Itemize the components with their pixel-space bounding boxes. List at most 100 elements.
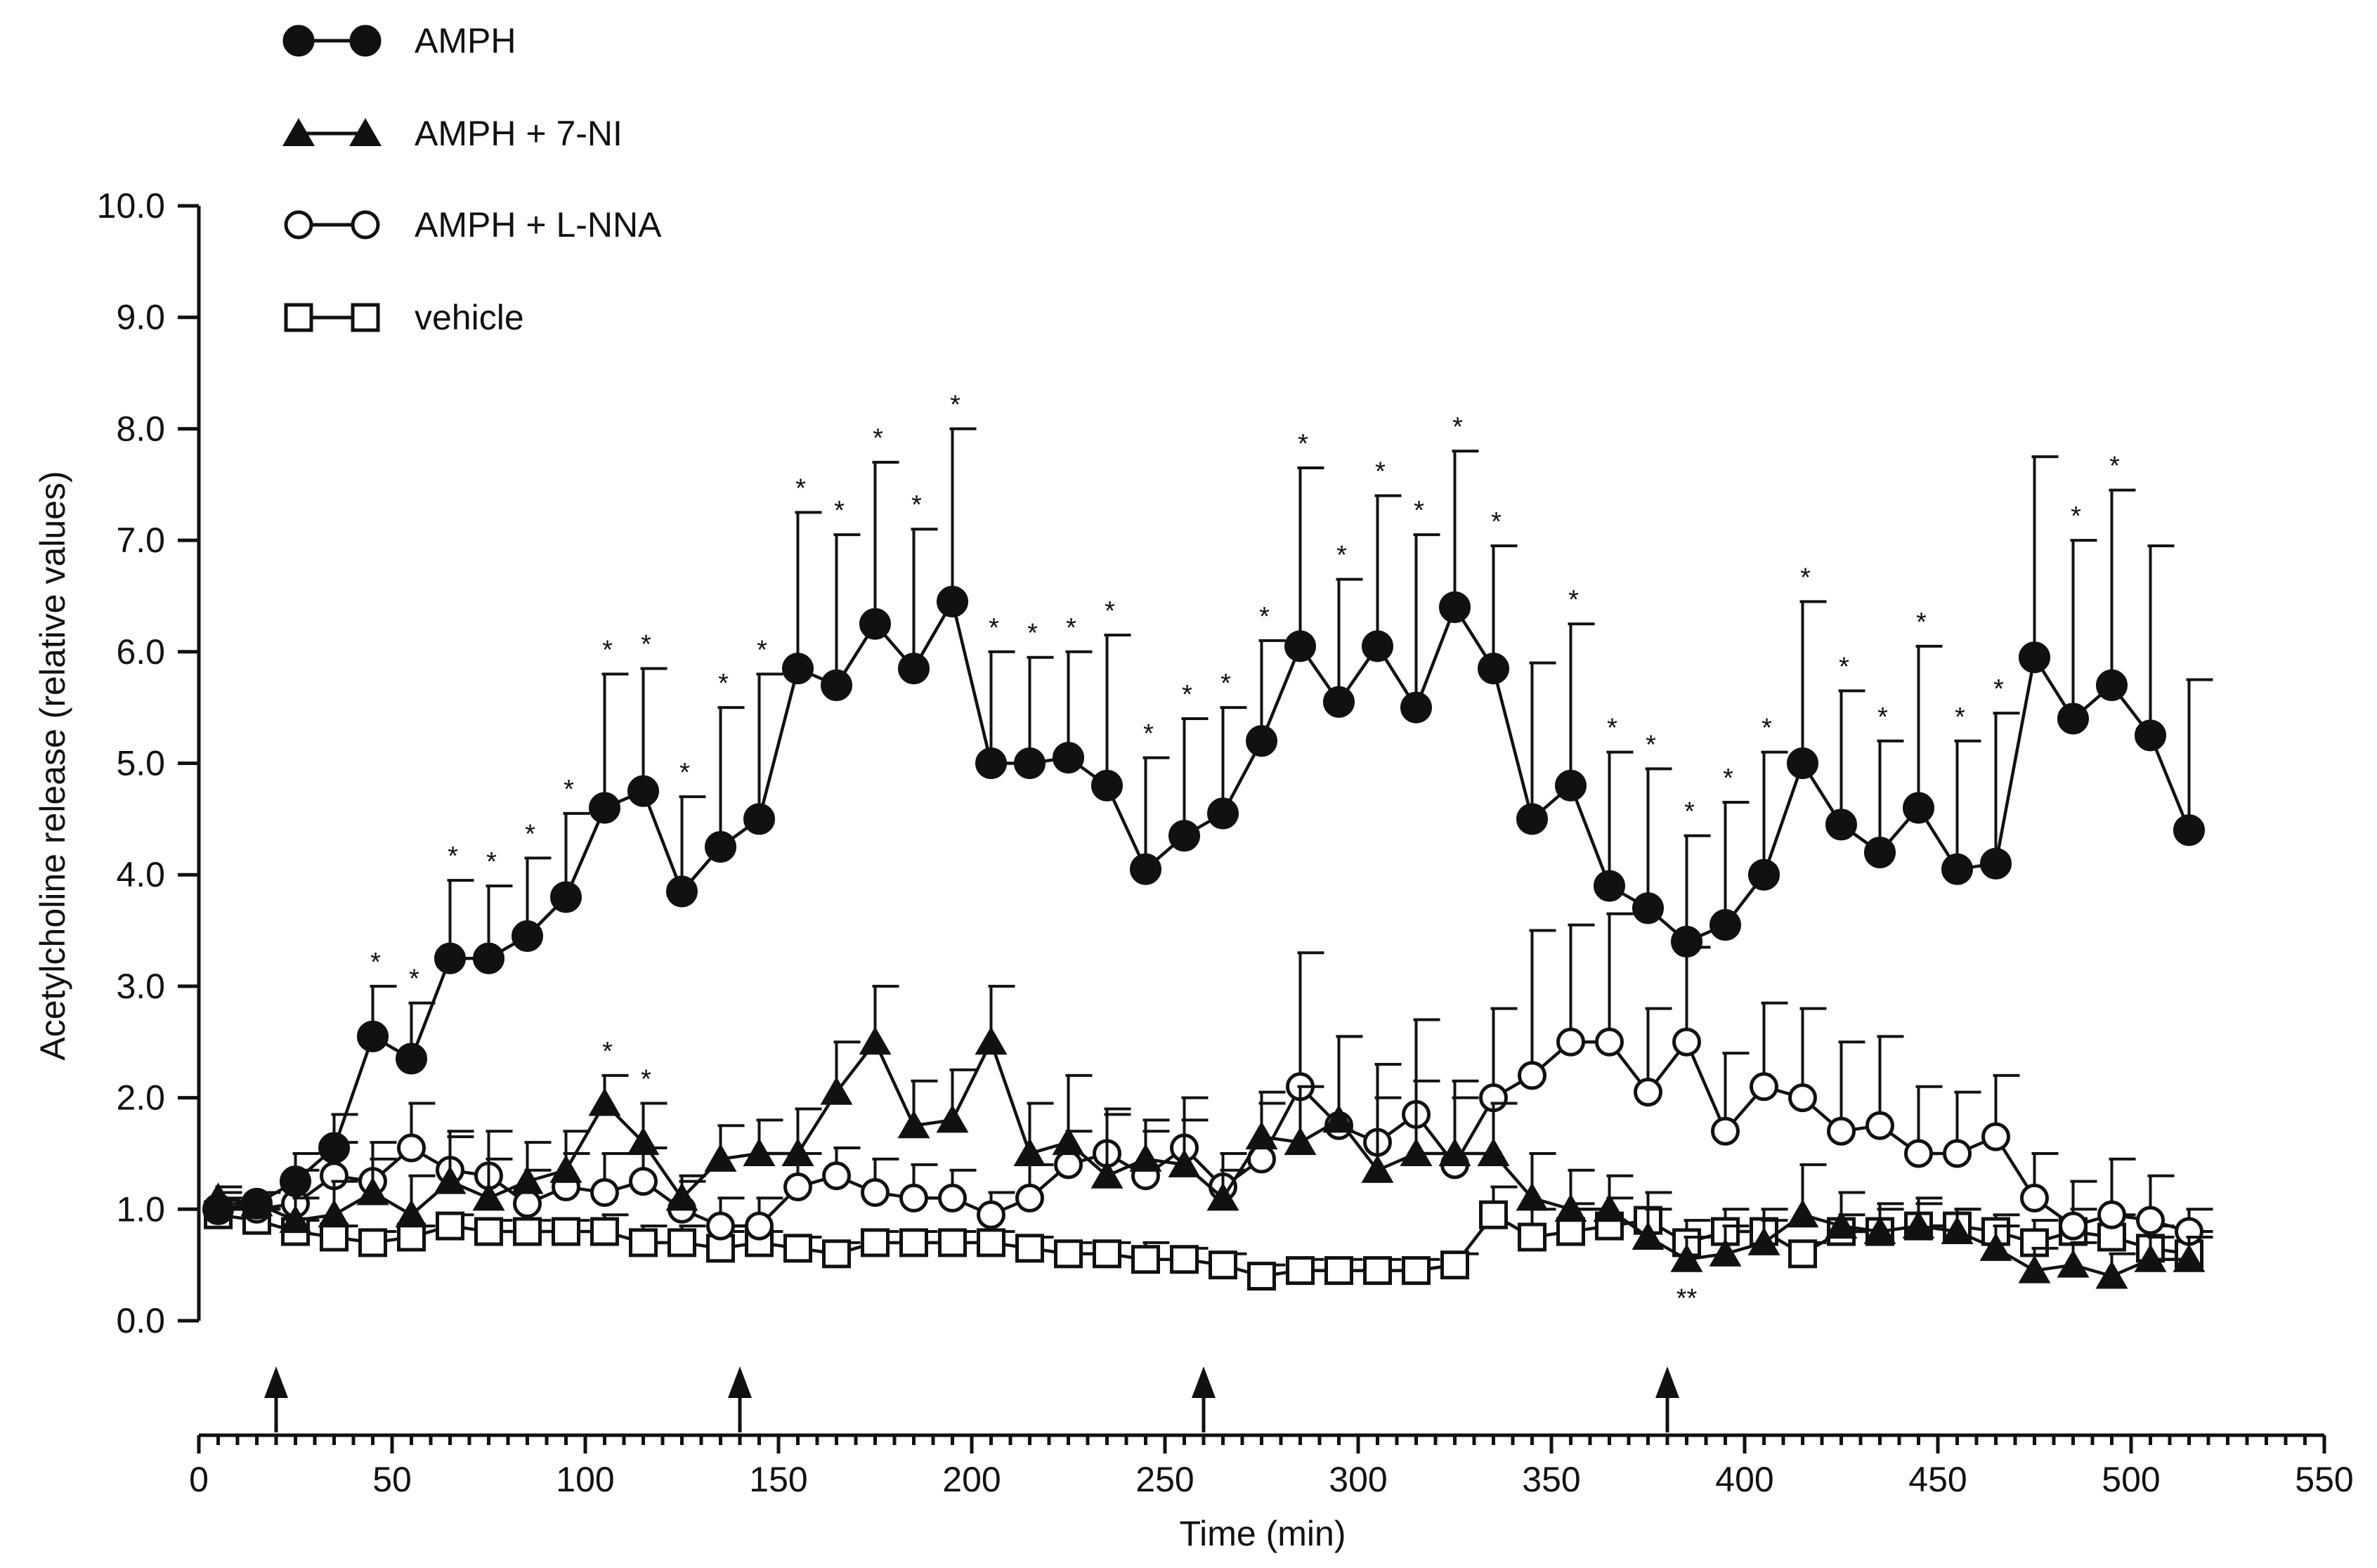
significance-marker: *: [757, 636, 767, 665]
vehicle-point: [1170, 1245, 1199, 1274]
y-tick-label: 10.0: [97, 186, 165, 226]
amph-7ni-point: [1902, 1210, 1935, 1239]
amph-point: [318, 1132, 350, 1164]
vehicle-point: [552, 1217, 580, 1246]
amph-lnna-point: [1556, 1027, 1585, 1057]
amph-7ni-point: [2057, 1249, 2090, 1278]
significance-marker: *: [950, 390, 960, 419]
legend-label: AMPH + 7-NI: [415, 114, 623, 153]
significance-marker: *: [1105, 596, 1115, 626]
vehicle-point: [783, 1234, 812, 1263]
series-amph-l-nna: [204, 912, 2213, 1246]
amph-point: [1632, 892, 1664, 925]
amph-lnna-point: [1711, 1116, 1740, 1146]
significance-marker: *: [1684, 797, 1695, 827]
significance-marker: *: [834, 496, 845, 525]
y-tick-label: 6.0: [116, 632, 165, 672]
significance-marker: *: [1955, 703, 1965, 732]
legend-marker: [282, 118, 315, 146]
vehicle-point: [1479, 1200, 1508, 1229]
vehicle-point: [1247, 1262, 1276, 1291]
significance-marker: *: [1993, 674, 2004, 704]
amph-lnna-point: [590, 1177, 619, 1207]
amph-7ni-point: [820, 1076, 853, 1105]
amph-7ni-point: [356, 1177, 389, 1206]
amph-point: [280, 1165, 311, 1198]
amph-7ni-point: [2018, 1255, 2051, 1283]
significance-marker: *: [1452, 412, 1463, 442]
series-amph: * * * * * * * * * * * * * * * * * * * * * * * * * * * * * * * * * * * * * * * *…: [202, 390, 2213, 1225]
amph-lnna-point: [1672, 1027, 1701, 1057]
legend-item: AMPH: [282, 21, 516, 60]
amph-7ni-point: [1477, 1137, 1510, 1166]
significance-marker: *: [602, 1037, 613, 1066]
injection-arrow-head: [264, 1366, 288, 1398]
series-layer: ******* **** ********** * **** **************…: [202, 390, 2213, 1314]
amph-7ni-point: [1206, 1182, 1239, 1211]
amph-point: [2057, 703, 2089, 735]
amph-7ni-point: [1400, 1137, 1433, 1166]
significance-marker: *: [873, 424, 883, 453]
significance-marker: *: [718, 669, 729, 698]
amph-7ni-point: [781, 1137, 814, 1166]
significance-marker: *: [1298, 429, 1308, 459]
significance-marker: *: [1568, 585, 1579, 615]
amph-7ni-point: [1863, 1216, 1896, 1245]
amph-point: [1710, 909, 1741, 941]
amph-point: [743, 803, 775, 835]
amph-7ni-point: [1322, 1104, 1355, 1133]
amph-point: [1787, 747, 1818, 779]
legend-label: vehicle: [415, 298, 524, 337]
amph-7ni-point: [2134, 1243, 2167, 1272]
x-tick-label: 550: [2295, 1460, 2353, 1499]
amph-lnna-point: [745, 1211, 774, 1241]
significance-marker: *: [1066, 613, 1076, 643]
legend-label: AMPH + L-NNA: [415, 205, 662, 244]
y-tick-label: 8.0: [116, 409, 165, 448]
significance-marker: *: [1182, 680, 1192, 710]
amph-7ni-point: [2173, 1243, 2206, 1272]
amph-point: [859, 608, 891, 640]
y-tick-label: 4.0: [116, 855, 165, 894]
series-line: [218, 1213, 2189, 1278]
vehicle-point: [1363, 1256, 1392, 1286]
vehicle-point: [1093, 1239, 1121, 1269]
series-line: [218, 1038, 2190, 1234]
amph-point: [1014, 747, 1046, 779]
vehicle-point: [590, 1217, 619, 1246]
y-tick-label: 0.0: [116, 1301, 165, 1340]
amph-7ni-point: [1670, 1243, 1703, 1272]
vehicle-point: [474, 1217, 503, 1246]
y-tick-label: 9.0: [116, 298, 165, 337]
amph-7ni-point: [1979, 1232, 2012, 1261]
significance-marker: *: [679, 758, 690, 788]
amph-lnna-point: [822, 1161, 851, 1191]
vehicle-point: [1518, 1222, 1546, 1252]
amph-7ni-point: [2095, 1260, 2128, 1289]
amph-lnna-point: [706, 1211, 735, 1241]
significance-marker: *: [1143, 719, 1154, 749]
significance-marker: *: [2109, 452, 2120, 481]
legend-marker: [284, 210, 313, 240]
amph-point: [821, 669, 852, 701]
significance-marker: *: [448, 842, 458, 871]
amph-7ni-point: [1245, 1121, 1278, 1150]
amph-point: [589, 792, 620, 824]
amph-point: [1246, 725, 1277, 757]
amph-point: [1903, 792, 1934, 824]
amph-7ni-point: [1090, 1160, 1124, 1189]
amph-7ni-point: [434, 1165, 467, 1194]
significance-marker: *: [1491, 507, 1502, 537]
vehicle-point: [861, 1228, 890, 1257]
y-tick-label: 3.0: [116, 967, 165, 1006]
amph-7ni-point: [1747, 1227, 1780, 1255]
y-axis: 0.0 1.0 2.0 3.0 4.0 5.0 6.0 7.0 8.0 9.0 10.0: [97, 186, 201, 1340]
x-tick-label: 400: [1715, 1460, 1773, 1499]
injection-arrow-head: [1192, 1366, 1216, 1398]
significance-marker: *: [525, 819, 535, 849]
vehicle-point: [1054, 1239, 1083, 1269]
x-tick-label: 250: [1135, 1460, 1194, 1499]
amph-point: [1130, 853, 1161, 885]
significance-marker: *: [1839, 652, 1849, 681]
legend-item: AMPH + L-NNA: [284, 205, 662, 244]
